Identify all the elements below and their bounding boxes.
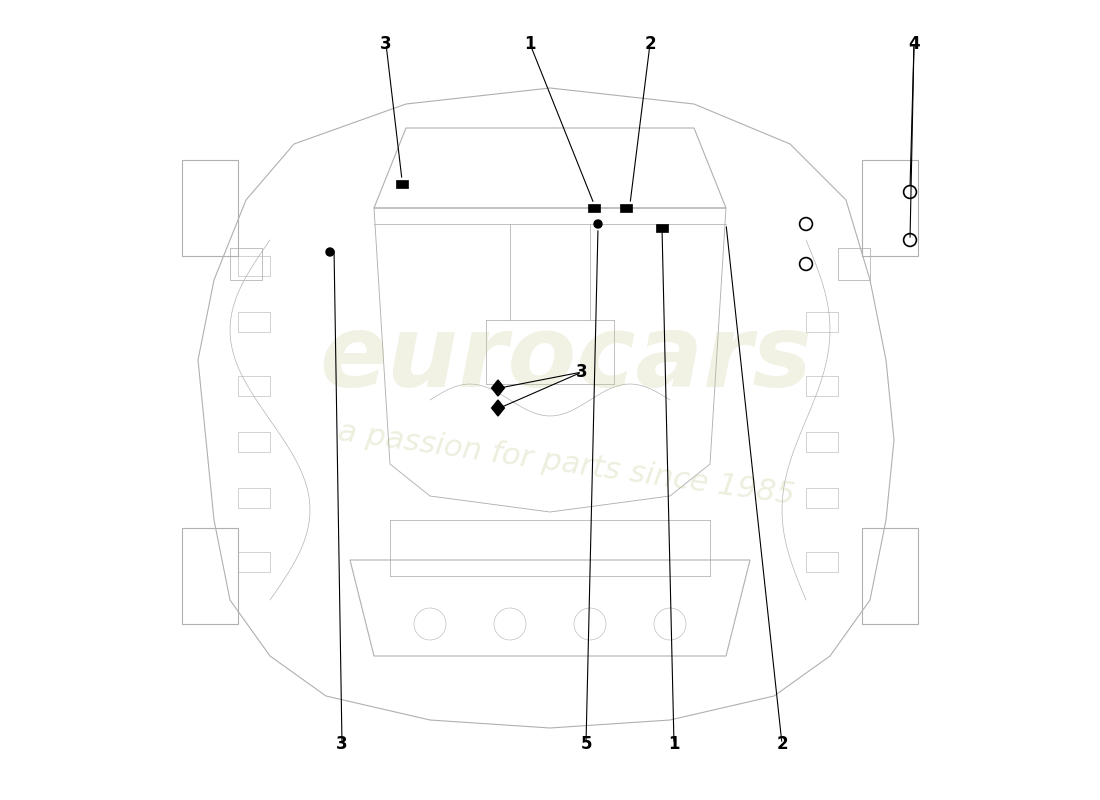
Bar xyxy=(238,488,270,508)
Text: eurocars: eurocars xyxy=(320,311,813,409)
Bar xyxy=(806,376,838,396)
Bar xyxy=(238,376,270,396)
Text: 1: 1 xyxy=(525,35,536,53)
Bar xyxy=(396,180,408,188)
Bar xyxy=(656,224,669,232)
Bar xyxy=(182,160,238,256)
Bar xyxy=(806,488,838,508)
Bar xyxy=(619,204,632,212)
Bar xyxy=(238,312,270,332)
Text: a passion for parts since 1985: a passion for parts since 1985 xyxy=(336,418,796,510)
Text: 2: 2 xyxy=(777,735,788,753)
Circle shape xyxy=(594,220,602,228)
Bar xyxy=(862,160,918,256)
Bar xyxy=(806,552,838,572)
Bar xyxy=(806,432,838,452)
Bar xyxy=(587,204,601,212)
Bar xyxy=(238,432,270,452)
Polygon shape xyxy=(492,400,505,416)
Text: 3: 3 xyxy=(337,735,348,753)
Text: 4: 4 xyxy=(909,35,920,53)
Bar xyxy=(238,256,270,276)
Text: 3: 3 xyxy=(381,35,392,53)
Text: 2: 2 xyxy=(645,35,656,53)
Bar xyxy=(182,528,238,624)
Text: 5: 5 xyxy=(581,735,592,753)
Text: 3: 3 xyxy=(576,363,587,381)
Bar xyxy=(238,552,270,572)
Circle shape xyxy=(326,248,334,256)
Polygon shape xyxy=(492,380,505,396)
Bar xyxy=(862,528,918,624)
Text: 1: 1 xyxy=(669,735,680,753)
Bar xyxy=(806,312,838,332)
